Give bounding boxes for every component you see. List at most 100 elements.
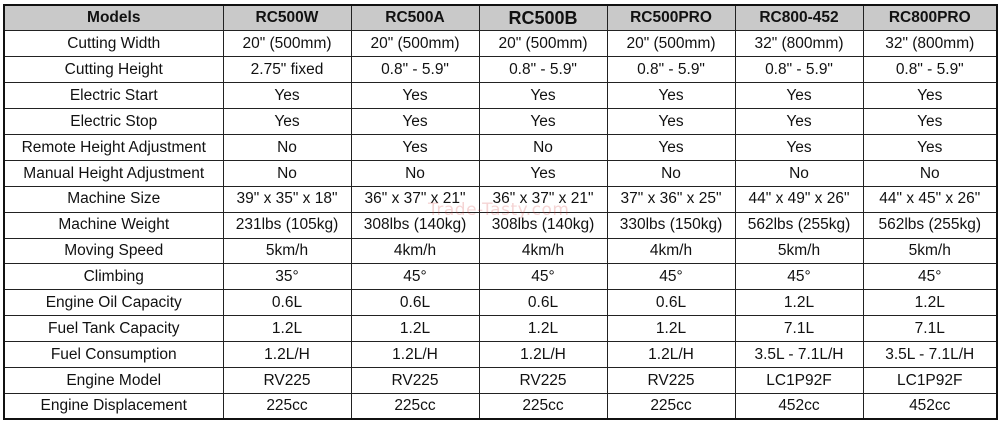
row-label: Cutting Height	[3, 56, 224, 84]
spec-value: 562lbs (255kg)	[734, 211, 864, 239]
table-row: Remote Height Adjustment No Yes No Yes Yes Yes	[3, 133, 998, 161]
spec-value: 44" x 45" x 26"	[862, 185, 998, 213]
spec-value: 0.8" - 5.9"	[862, 56, 998, 84]
row-label: Machine Weight	[3, 211, 224, 239]
spec-value: Yes	[350, 82, 480, 110]
spec-value: No	[350, 159, 480, 187]
spec-value: Yes	[222, 82, 352, 110]
spec-value: 20" (500mm)	[478, 30, 608, 58]
spec-value: 452cc	[734, 392, 864, 420]
spec-value: 20" (500mm)	[350, 30, 480, 58]
spec-value: 4km/h	[606, 237, 736, 265]
spec-value: Yes	[862, 108, 998, 135]
model-header: RC800PRO	[862, 4, 998, 32]
spec-value: 1.2L	[222, 315, 352, 343]
table-row: Fuel Tank Capacity 1.2L 1.2L 1.2L 1.2L 7.1L 7.…	[3, 315, 998, 343]
model-header: RC500PRO	[606, 4, 736, 32]
spec-value: 45°	[350, 263, 480, 291]
row-label: Engine Displacement	[3, 392, 224, 420]
spec-value: 0.6L	[350, 289, 480, 317]
row-label: Electric Start	[3, 82, 224, 110]
spec-value: 225cc	[350, 392, 480, 420]
spec-value: 452cc	[862, 392, 998, 420]
spec-value: No	[222, 159, 352, 187]
spec-value: No	[222, 133, 352, 161]
table-row: Cutting Height 2.75" fixed 0.8" - 5.9" 0.8"…	[3, 56, 998, 84]
spec-value: Yes	[478, 108, 608, 135]
spec-value: 37" x 36" x 25"	[606, 185, 736, 213]
spec-value: Yes	[350, 108, 480, 135]
table-row: Electric Start Yes Yes Yes Yes Yes Yes	[3, 82, 998, 110]
spec-comparison-table: Models RC500W RC500A RC500B RC500PRO RC8…	[3, 4, 998, 421]
row-label: Engine Model	[3, 366, 224, 394]
spec-value: 20" (500mm)	[222, 30, 352, 58]
spec-value: 2.75" fixed	[222, 56, 352, 84]
spec-value: Yes	[606, 133, 736, 161]
spec-value: 3.5L - 7.1L/H	[734, 341, 864, 368]
table-header: Models RC500W RC500A RC500B RC500PRO RC8…	[3, 4, 998, 32]
spec-value: Yes	[734, 133, 864, 161]
spec-value: Yes	[478, 82, 608, 110]
spec-value: 0.8" - 5.9"	[734, 56, 864, 84]
row-label: Electric Stop	[3, 108, 224, 135]
spec-value: Yes	[222, 108, 352, 135]
row-label: Moving Speed	[3, 237, 224, 265]
spec-value: 1.2L	[606, 315, 736, 343]
spec-value: 32" (800mm)	[862, 30, 998, 58]
spec-value: 225cc	[222, 392, 352, 420]
spec-value: 0.6L	[478, 289, 608, 317]
row-label: Remote Height Adjustment	[3, 133, 224, 161]
spec-value: 45°	[862, 263, 998, 291]
spec-value: No	[862, 159, 998, 187]
spec-value: LC1P92F	[734, 366, 864, 394]
model-header: RC500B	[478, 4, 608, 32]
spec-value: 5km/h	[222, 237, 352, 265]
model-header: RC800-452	[734, 4, 864, 32]
spec-value: 4km/h	[350, 237, 480, 265]
spec-value: Yes	[606, 108, 736, 135]
spec-value: 0.8" - 5.9"	[478, 56, 608, 84]
spec-value: 308lbs (140kg)	[350, 211, 480, 239]
spec-value: 0.6L	[222, 289, 352, 317]
row-label: Machine Size	[3, 185, 224, 213]
spec-value: No	[478, 133, 608, 161]
spec-value: Yes	[862, 133, 998, 161]
spec-value: 1.2L	[478, 315, 608, 343]
spec-value: 45°	[478, 263, 608, 291]
table-row: Manual Height Adjustment No No Yes No No No	[3, 159, 998, 187]
spec-value: 45°	[734, 263, 864, 291]
spec-value: 0.8" - 5.9"	[606, 56, 736, 84]
row-label: Engine Oil Capacity	[3, 289, 224, 317]
spec-value: 7.1L	[862, 315, 998, 343]
spec-value: Yes	[350, 133, 480, 161]
table-row: Engine Displacement 225cc 225cc 225cc 225cc 4…	[3, 392, 998, 420]
spec-value: 1.2L	[350, 315, 480, 343]
spec-value: 3.5L - 7.1L/H	[862, 341, 998, 368]
spec-value: Yes	[862, 82, 998, 110]
spec-value: 39" x 35" x 18"	[222, 185, 352, 213]
spec-value: 5km/h	[862, 237, 998, 265]
spec-value: 35°	[222, 263, 352, 291]
header-row: Models RC500W RC500A RC500B RC500PRO RC8…	[3, 4, 998, 32]
table-row: Climbing 35° 45° 45° 45° 45° 45°	[3, 263, 998, 291]
spec-value: 44" x 49" x 26"	[734, 185, 864, 213]
table-row: Engine Model RV225 RV225 RV225 RV225 LC1P92F L…	[3, 366, 998, 394]
spec-value: RV225	[606, 366, 736, 394]
table-row: Cutting Width 20" (500mm) 20" (500mm) 20" (…	[3, 30, 998, 58]
spec-value: LC1P92F	[862, 366, 998, 394]
spec-value: 1.2L/H	[478, 341, 608, 368]
spec-value: 308lbs (140kg)	[478, 211, 608, 239]
spec-value: 7.1L	[734, 315, 864, 343]
table-row: Machine Weight 231lbs (105kg) 308lbs (140k…	[3, 211, 998, 239]
row-label: Cutting Width	[3, 30, 224, 58]
spec-value: Yes	[606, 82, 736, 110]
spec-value: Yes	[734, 82, 864, 110]
spec-value: 32" (800mm)	[734, 30, 864, 58]
spec-value: RV225	[478, 366, 608, 394]
spec-value: No	[606, 159, 736, 187]
spec-value: 36" x 37" x 21"	[478, 185, 608, 213]
model-header: RC500A	[350, 4, 480, 32]
row-label: Climbing	[3, 263, 224, 291]
spec-value: 45°	[606, 263, 736, 291]
table-row: Machine Size 39" x 35" x 18" 36" x 37" x 2…	[3, 185, 998, 213]
